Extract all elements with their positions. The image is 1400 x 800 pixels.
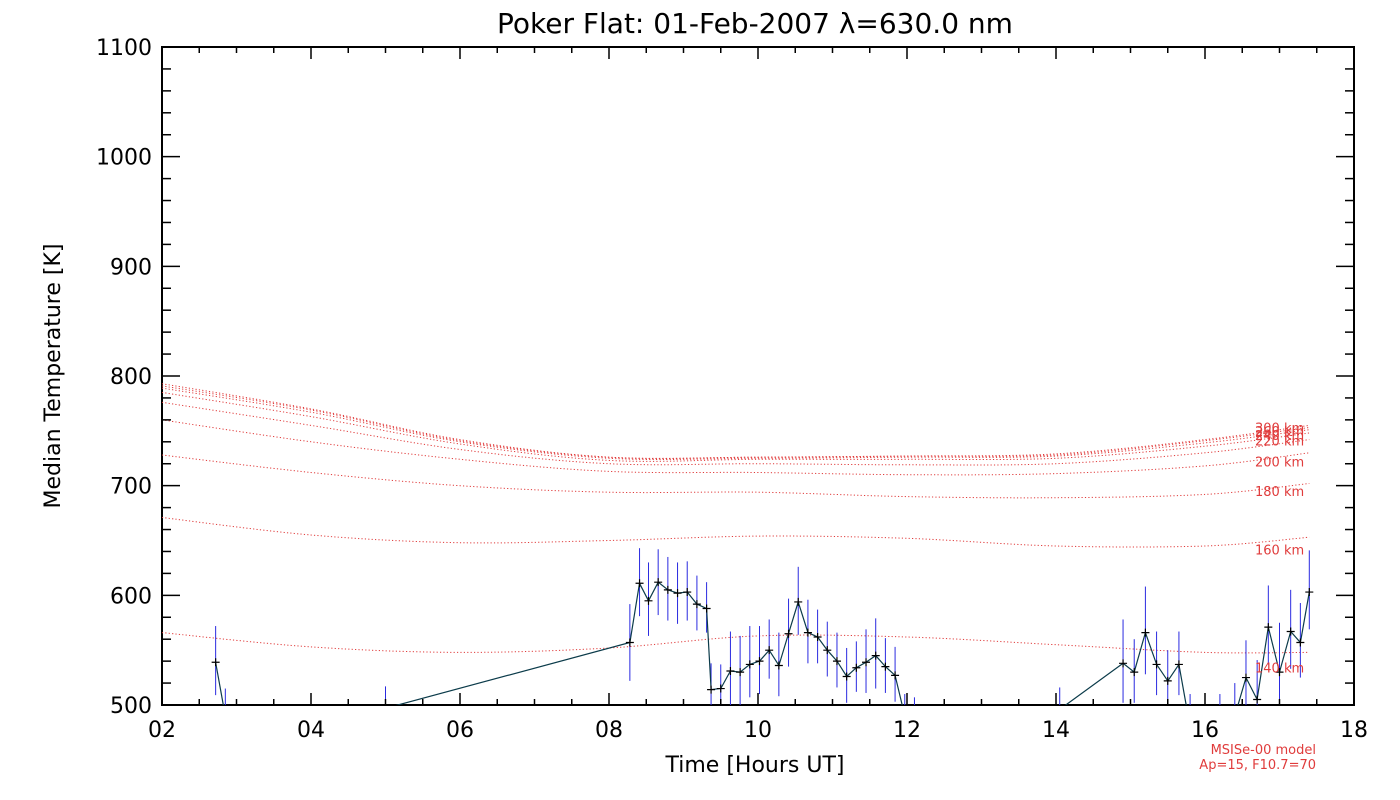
x-tick-label: 10 — [744, 718, 772, 743]
y-tick-label: 1100 — [96, 36, 152, 61]
y-tick-label: 900 — [110, 255, 152, 280]
axis-ticks: 02 04 06 08 10 12 14 16 18 500 600 700 800 900 1000 110… — [96, 36, 1368, 743]
x-tick-label: 04 — [297, 718, 325, 743]
data-point — [891, 671, 900, 680]
x-tick-label: 16 — [1191, 718, 1219, 743]
series-line — [215, 662, 224, 705]
data-point — [673, 589, 682, 598]
model-curve-label: 300 km — [1255, 422, 1304, 437]
data-point — [1130, 668, 1139, 677]
data-point — [970, 734, 978, 742]
x-tick-label: 14 — [1042, 718, 1070, 743]
model-curve-label: 240 km — [1255, 429, 1304, 444]
model-curve-label: 140 km — [1255, 662, 1304, 677]
data-point — [644, 596, 653, 605]
data-point — [1275, 668, 1284, 677]
y-tick-label: 800 — [110, 365, 152, 390]
x-tick-label: 18 — [1340, 718, 1368, 743]
plot-frame — [161, 46, 1355, 706]
data-point — [1305, 588, 1314, 597]
data-point — [1141, 628, 1150, 637]
model-params-note: Ap=15, F10.7=70 — [1199, 758, 1316, 773]
model-curve-280-km — [162, 385, 1310, 459]
model-curve-200-km — [162, 419, 1310, 476]
data-point — [683, 588, 692, 597]
series-line — [1064, 591, 1310, 705]
data-point — [1286, 627, 1295, 636]
data-point — [774, 661, 783, 670]
x-tick-label: 02 — [148, 718, 176, 743]
data-point — [1231, 712, 1239, 720]
data-point — [1022, 728, 1030, 736]
model-note: MSISe-00 model — [1211, 743, 1316, 758]
model-curve-260-km — [162, 387, 1310, 461]
chart-title: Poker Flat: 01-Feb-2007 λ=630.0 nm — [497, 7, 1013, 40]
model-curve-220-km — [162, 401, 1310, 466]
model-curve-140-km — [162, 632, 1310, 654]
data-point — [881, 662, 890, 671]
data-point — [736, 668, 745, 677]
data-point — [823, 646, 832, 655]
data-point — [654, 578, 663, 587]
data-point — [852, 663, 861, 672]
y-axis-label: Median Temperature [K] — [41, 244, 66, 509]
data-point — [813, 633, 822, 642]
data-point — [940, 723, 948, 731]
model-curve-160-km — [162, 517, 1310, 548]
model-curve-label: 200 km — [1255, 456, 1304, 471]
data-point — [726, 667, 735, 676]
y-tick-label: 600 — [110, 584, 152, 609]
data-point — [1119, 659, 1128, 668]
x-tick-label: 08 — [595, 718, 623, 743]
data-point — [1296, 638, 1305, 647]
data-point — [221, 712, 229, 720]
data-point — [635, 579, 644, 588]
data-point — [1152, 660, 1161, 669]
model-curve-300-km — [162, 383, 1310, 460]
y-tick-label: 700 — [110, 475, 152, 500]
data-point — [803, 628, 812, 637]
data-point — [716, 684, 725, 693]
data-point — [755, 657, 764, 666]
data-point — [794, 597, 803, 606]
measurement-series — [211, 548, 1314, 742]
x-tick-label: 06 — [446, 718, 474, 743]
model-curves — [162, 383, 1310, 654]
data-point — [702, 604, 711, 613]
data-point — [1264, 623, 1273, 632]
data-point — [211, 658, 220, 667]
model-curve-180-km — [162, 454, 1310, 499]
data-point — [1174, 660, 1183, 669]
series-line — [395, 581, 903, 705]
data-point — [765, 646, 774, 655]
data-point — [842, 672, 851, 681]
data-point — [745, 660, 754, 669]
x-axis-label: Time [Hours UT] — [665, 753, 845, 778]
data-point — [1056, 705, 1064, 713]
data-point — [784, 629, 793, 638]
y-tick-label: 500 — [110, 694, 152, 719]
data-point — [832, 657, 841, 666]
model-curve-label: 180 km — [1255, 485, 1304, 500]
y-tick-label: 1000 — [96, 146, 152, 171]
x-tick-label: 12 — [893, 718, 921, 743]
model-curve-240-km — [162, 391, 1310, 462]
data-point — [862, 658, 871, 667]
model-curve-label: 260 km — [1255, 425, 1304, 440]
data-point — [1241, 673, 1250, 682]
axes-frame — [161, 46, 1355, 706]
data-point — [663, 585, 672, 594]
data-point — [707, 685, 716, 694]
data-point — [692, 600, 701, 609]
data-point — [1163, 676, 1172, 685]
model-curve-label: 160 km — [1255, 543, 1304, 558]
model-curve-label: 220 km — [1255, 435, 1304, 450]
data-point — [1253, 695, 1262, 704]
data-point — [625, 638, 634, 647]
data-point — [871, 651, 880, 660]
